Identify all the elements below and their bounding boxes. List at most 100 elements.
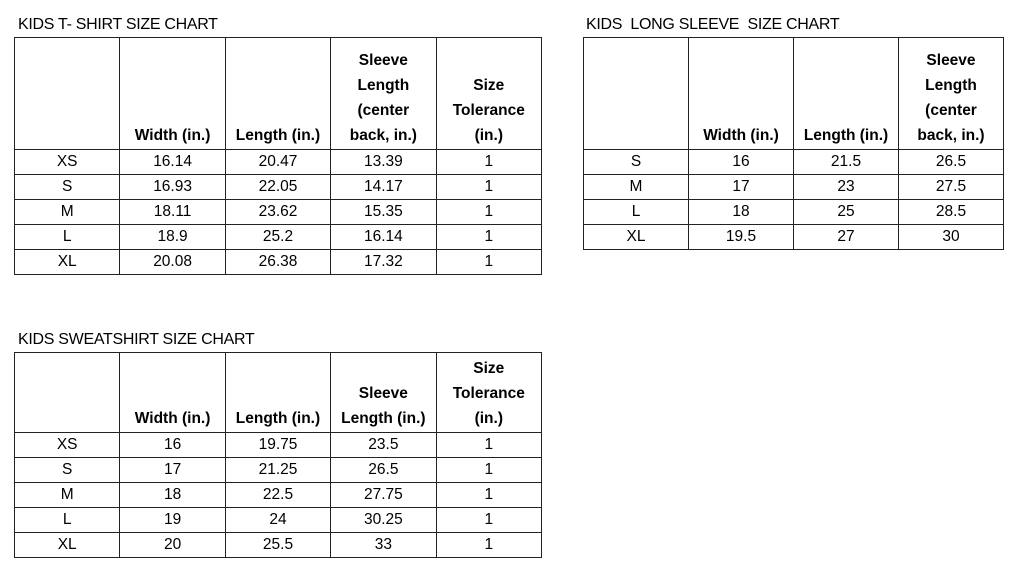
measurement-cell: 20.08 — [119, 249, 226, 275]
measurement-cell: 23.62 — [224, 199, 332, 225]
table-row: M 18 22.5 27.75 1 — [13, 482, 543, 508]
measurement-cell: 19 — [119, 507, 226, 533]
measurement-cell: 27.75 — [330, 482, 437, 508]
column-header: Width (in.) — [119, 37, 226, 150]
size-label: M — [583, 174, 689, 200]
measurement-cell: 1 — [435, 199, 543, 225]
size-label: L — [13, 507, 121, 533]
measurement-cell: 16.14 — [330, 224, 437, 250]
column-header — [13, 352, 121, 433]
table-row: XL 20 25.5 33 1 — [13, 532, 543, 558]
size-label: XL — [13, 532, 121, 558]
measurement-cell: 25.5 — [224, 532, 332, 558]
measurement-cell: 1 — [435, 432, 543, 458]
size-label: XL — [583, 224, 689, 250]
size-label: S — [583, 149, 689, 175]
header-row: Width (in.) Length (in.) Sleeve Length (ce… — [583, 37, 1004, 150]
measurement-cell: 15.35 — [330, 199, 437, 225]
size-label: S — [13, 174, 121, 200]
table-row: XL 19.5 27 30 — [583, 224, 1004, 250]
column-header: Size Tolerance (in.) — [435, 37, 543, 150]
table-row: M 17 23 27.5 — [583, 174, 1004, 200]
measurement-cell: 17 — [119, 457, 226, 483]
table-row: XL 20.08 26.38 17.32 1 — [13, 249, 543, 275]
size-label: M — [13, 482, 121, 508]
column-header: Sleeve Length (center back, in.) — [330, 37, 437, 150]
measurement-cell: 19.5 — [688, 224, 794, 250]
measurement-cell: 16.93 — [119, 174, 226, 200]
measurement-cell: 21.5 — [793, 149, 899, 175]
measurement-cell: 22.5 — [224, 482, 332, 508]
measurement-cell: 18.11 — [119, 199, 226, 225]
measurement-cell: 1 — [435, 457, 543, 483]
column-header — [13, 37, 121, 150]
measurement-cell: 25.2 — [224, 224, 332, 250]
measurement-cell: 30 — [898, 224, 1004, 250]
table-row: S 16 21.5 26.5 — [583, 149, 1004, 175]
measurement-cell: 1 — [435, 507, 543, 533]
measurement-cell: 1 — [435, 532, 543, 558]
measurement-cell: 21.25 — [224, 457, 332, 483]
column-header: Length (in.) — [793, 37, 899, 150]
measurement-cell: 16.14 — [119, 149, 226, 175]
measurement-cell: 18.9 — [119, 224, 226, 250]
measurement-cell: 30.25 — [330, 507, 437, 533]
size-label: L — [13, 224, 121, 250]
measurement-cell: 14.17 — [330, 174, 437, 200]
measurement-cell: 20.47 — [224, 149, 332, 175]
column-header: Width (in.) — [688, 37, 794, 150]
measurement-cell: 16 — [119, 432, 226, 458]
measurement-cell: 27 — [793, 224, 899, 250]
column-header: Size Tolerance (in.) — [435, 352, 543, 433]
measurement-cell: 20 — [119, 532, 226, 558]
table-row: XS 16.14 20.47 13.39 1 — [13, 149, 543, 175]
measurement-cell: 17.32 — [330, 249, 437, 275]
measurement-cell: 23 — [793, 174, 899, 200]
sweatshirt-size-table: Width (in.) Length (in.) Sleeve Length (in… — [13, 352, 543, 558]
measurement-cell: 1 — [435, 224, 543, 250]
measurement-cell: 22.05 — [224, 174, 332, 200]
header-row: Width (in.) Length (in.) Sleeve Length (in… — [13, 352, 543, 433]
measurement-cell: 26.38 — [224, 249, 332, 275]
measurement-cell: 1 — [435, 482, 543, 508]
column-header: Sleeve Length (center back, in.) — [898, 37, 1004, 150]
table-row: L 18 25 28.5 — [583, 199, 1004, 225]
table-row: XS 16 19.75 23.5 1 — [13, 432, 543, 458]
table-row: S 16.93 22.05 14.17 1 — [13, 174, 543, 200]
measurement-cell: 17 — [688, 174, 794, 200]
header-row: Width (in.) Length (in.) Sleeve Length (ce… — [13, 37, 543, 150]
measurement-cell: 1 — [435, 249, 543, 275]
measurement-cell: 24 — [224, 507, 332, 533]
size-label: L — [583, 199, 689, 225]
size-label: XS — [13, 149, 121, 175]
long-sleeve-size-table: Width (in.) Length (in.) Sleeve Length (ce… — [583, 37, 1004, 250]
measurement-cell: 26.5 — [330, 457, 437, 483]
measurement-cell: 18 — [688, 199, 794, 225]
measurement-cell: 1 — [435, 174, 543, 200]
column-header: Width (in.) — [119, 352, 226, 433]
measurement-cell: 25 — [793, 199, 899, 225]
table-row: L 19 24 30.25 1 — [13, 507, 543, 533]
tshirt-chart-title: KIDS T- SHIRT SIZE CHART — [18, 16, 218, 33]
measurement-cell: 19.75 — [224, 432, 332, 458]
measurement-cell: 13.39 — [330, 149, 437, 175]
column-header: Length (in.) — [224, 352, 332, 433]
measurement-cell: 1 — [435, 149, 543, 175]
table-row: S 17 21.25 26.5 1 — [13, 457, 543, 483]
long-sleeve-chart-title: KIDS LONG SLEEVE SIZE CHART — [586, 16, 840, 33]
tshirt-size-table: Width (in.) Length (in.) Sleeve Length (ce… — [13, 37, 543, 275]
column-header: Length (in.) — [224, 37, 332, 150]
measurement-cell: 33 — [330, 532, 437, 558]
measurement-cell: 18 — [119, 482, 226, 508]
measurement-cell: 27.5 — [898, 174, 1004, 200]
measurement-cell: 23.5 — [330, 432, 437, 458]
size-label: M — [13, 199, 121, 225]
table-row: M 18.11 23.62 15.35 1 — [13, 199, 543, 225]
size-label: S — [13, 457, 121, 483]
measurement-cell: 16 — [688, 149, 794, 175]
column-header — [583, 37, 689, 150]
sweatshirt-chart-title: KIDS SWEATSHIRT SIZE CHART — [18, 331, 255, 348]
table-row: L 18.9 25.2 16.14 1 — [13, 224, 543, 250]
measurement-cell: 26.5 — [898, 149, 1004, 175]
size-label: XS — [13, 432, 121, 458]
